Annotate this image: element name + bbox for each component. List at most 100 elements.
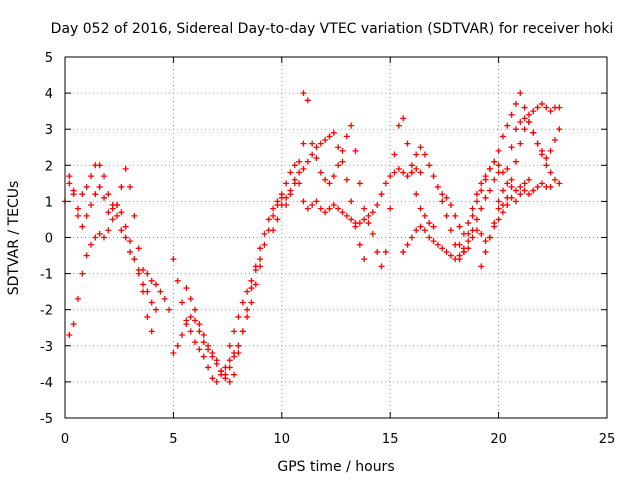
data-point xyxy=(556,126,563,133)
y-tick-label: -1 xyxy=(40,268,53,283)
data-point xyxy=(140,288,147,295)
data-point xyxy=(478,205,485,212)
data-point xyxy=(330,173,337,180)
data-point xyxy=(244,313,251,320)
x-tick-label: 10 xyxy=(274,432,291,447)
data-point xyxy=(395,122,402,129)
series-sat-12 xyxy=(439,90,563,237)
data-point xyxy=(96,162,103,169)
data-point xyxy=(153,306,160,313)
data-point xyxy=(413,191,420,198)
data-point xyxy=(352,220,359,227)
y-tick-label: -4 xyxy=(40,376,53,391)
data-point xyxy=(439,191,446,198)
data-point xyxy=(556,180,563,187)
data-point xyxy=(187,328,194,335)
data-point xyxy=(205,342,212,349)
y-tick-label: -5 xyxy=(40,412,53,427)
data-point xyxy=(192,306,199,313)
data-point xyxy=(278,202,285,209)
y-tick-label: 2 xyxy=(45,159,53,174)
data-point xyxy=(391,151,398,158)
data-point xyxy=(434,241,441,248)
data-point xyxy=(140,266,147,273)
data-point xyxy=(465,238,472,245)
data-point xyxy=(304,97,311,104)
data-point xyxy=(491,158,498,165)
data-point xyxy=(200,353,207,360)
data-point xyxy=(430,238,437,245)
data-point xyxy=(352,147,359,154)
data-point xyxy=(187,313,194,320)
data-point xyxy=(118,209,125,216)
data-point xyxy=(508,183,515,190)
data-point xyxy=(404,241,411,248)
data-point xyxy=(127,248,134,255)
data-point xyxy=(153,281,160,288)
data-point xyxy=(504,180,511,187)
data-point xyxy=(348,122,355,129)
y-tick-label: 1 xyxy=(45,195,53,210)
data-point xyxy=(131,256,138,263)
data-point xyxy=(465,220,472,227)
data-point xyxy=(551,137,558,144)
data-point xyxy=(543,155,550,162)
data-point xyxy=(504,165,511,172)
data-point xyxy=(434,183,441,190)
data-point xyxy=(330,202,337,209)
data-point xyxy=(322,176,329,183)
x-tick-label: 0 xyxy=(61,432,69,447)
data-point xyxy=(261,230,268,237)
data-point xyxy=(387,173,394,180)
data-point xyxy=(118,227,125,234)
data-point xyxy=(326,180,333,187)
data-point xyxy=(460,230,467,237)
data-point xyxy=(517,118,524,125)
data-point xyxy=(400,248,407,255)
data-point xyxy=(244,288,251,295)
data-point xyxy=(482,238,489,245)
data-point xyxy=(530,187,537,194)
data-point xyxy=(534,104,541,111)
data-point xyxy=(417,205,424,212)
data-point xyxy=(473,216,480,223)
data-point xyxy=(270,227,277,234)
data-point xyxy=(499,133,506,140)
data-point xyxy=(79,223,86,230)
data-point xyxy=(300,165,307,172)
data-point xyxy=(439,198,446,205)
x-tick-label: 5 xyxy=(169,432,177,447)
data-point xyxy=(66,173,73,180)
data-point xyxy=(79,191,86,198)
data-point xyxy=(525,176,532,183)
data-point xyxy=(430,223,437,230)
data-point xyxy=(443,212,450,219)
series-sat-10 xyxy=(400,169,502,263)
data-point xyxy=(478,263,485,270)
data-point xyxy=(491,223,498,230)
data-point xyxy=(508,144,515,151)
data-point xyxy=(482,194,489,201)
data-point xyxy=(495,216,502,223)
data-point xyxy=(556,104,563,111)
data-point xyxy=(530,129,537,136)
data-point xyxy=(122,165,129,172)
data-point xyxy=(361,205,368,212)
data-point xyxy=(534,183,541,190)
data-point xyxy=(257,245,264,252)
series-sat-6 xyxy=(183,140,307,385)
data-point xyxy=(499,169,506,176)
data-point xyxy=(408,234,415,241)
data-point xyxy=(452,212,459,219)
data-point xyxy=(456,223,463,230)
data-point xyxy=(261,241,268,248)
data-point xyxy=(361,256,368,263)
data-point xyxy=(534,140,541,147)
data-point xyxy=(512,158,519,165)
data-point xyxy=(313,198,320,205)
data-point xyxy=(339,158,346,165)
data-point xyxy=(144,270,151,277)
data-point xyxy=(270,212,277,219)
